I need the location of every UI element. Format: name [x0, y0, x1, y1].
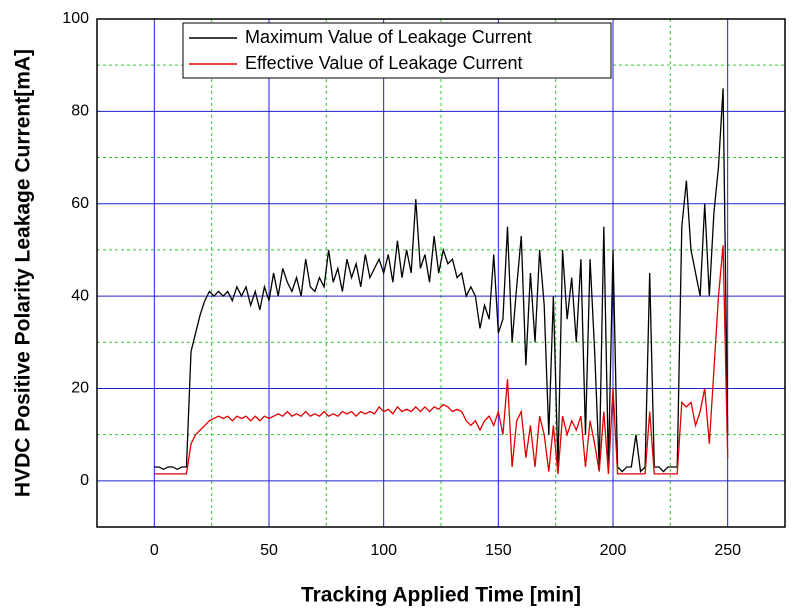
legend-label: Effective Value of Leakage Current	[245, 53, 523, 73]
plot-frame	[96, 18, 786, 528]
y-tick-label: 60	[71, 195, 89, 212]
y-tick-label: 80	[71, 103, 89, 120]
x-tick-label: 100	[370, 542, 397, 559]
legend-box	[182, 22, 612, 79]
x-tick-label: 150	[485, 542, 512, 559]
x-tick-label: 200	[600, 542, 627, 559]
data-line	[154, 245, 729, 475]
data-line	[154, 88, 729, 473]
y-tick-label: 100	[62, 10, 89, 27]
legend-label: Maximum Value of Leakage Current	[245, 27, 532, 47]
y-tick-label: 0	[80, 472, 89, 489]
y-tick-label: 20	[71, 380, 89, 397]
x-tick-label: 50	[260, 542, 278, 559]
y-axis-label: HVDC Positive Polarity Leakage Current[m…	[12, 49, 35, 497]
x-tick-label: 250	[714, 542, 741, 559]
x-axis-label: Tracking Applied Time [min]	[301, 584, 581, 607]
y-tick-label: 40	[71, 287, 89, 304]
x-tick-label: 0	[150, 542, 159, 559]
